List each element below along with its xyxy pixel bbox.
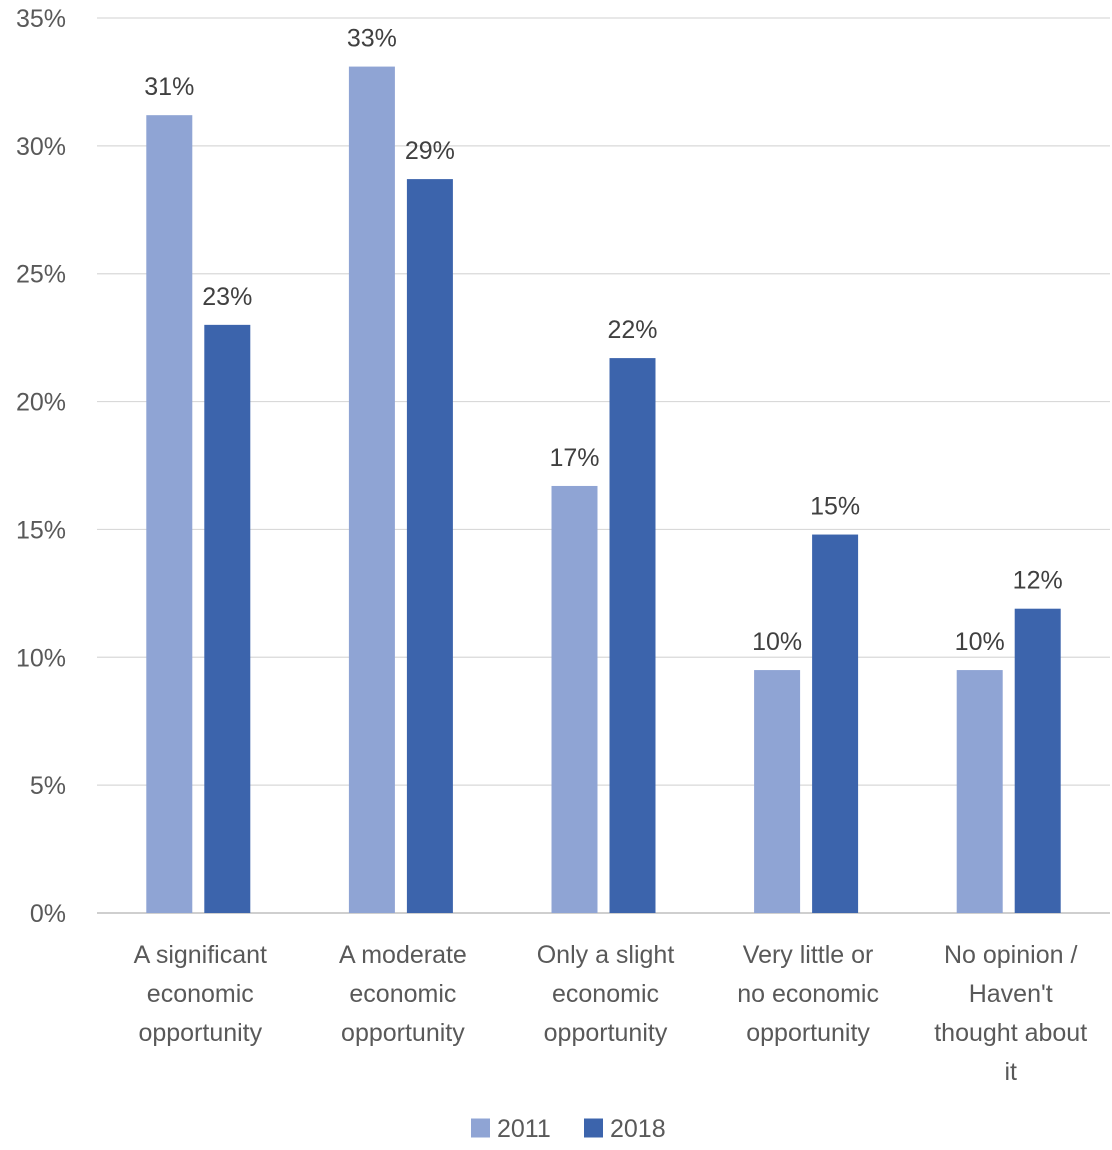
category-label-line: A moderate <box>339 941 467 969</box>
category-label-line: Only a slight <box>537 941 675 969</box>
y-tick-label: 15% <box>16 516 66 544</box>
data-label-2018-3: 22% <box>607 316 657 344</box>
legend: 2011 2018 <box>471 1115 666 1143</box>
bar-2011-1 <box>146 115 193 913</box>
legend-swatch-2011 <box>471 1118 490 1138</box>
y-tick-label: 20% <box>16 389 66 417</box>
bar-2018-2 <box>406 179 453 914</box>
bar-2018-4 <box>812 534 859 913</box>
bar-2011-5 <box>956 670 1003 913</box>
y-axis-tick-labels: 0% 5% 10% 15% 20% 25% 30% 35% <box>16 5 66 928</box>
category-label-line: economic <box>349 980 456 1008</box>
category-label-line: economic <box>552 980 659 1008</box>
category-label-line: No opinion / <box>944 941 1077 969</box>
category-label-line: opportunity <box>746 1019 870 1047</box>
category-label-line: Very little or <box>743 941 874 969</box>
data-label-2011-1: 31% <box>144 73 194 101</box>
category-label-line: it <box>1004 1058 1017 1086</box>
category-label-line: opportunity <box>341 1019 465 1047</box>
category-label-5: No opinion / Haven't thought about it <box>934 941 1087 1086</box>
bar-2018-1 <box>204 324 251 913</box>
category-label-4: Very little or no economic opportunity <box>737 941 879 1047</box>
category-label-line: thought about <box>934 1019 1087 1047</box>
data-label-2018-2: 29% <box>405 137 455 165</box>
legend-swatch-2018 <box>584 1118 603 1138</box>
category-label-line: no economic <box>737 980 879 1008</box>
bar-2011-3 <box>551 485 598 913</box>
y-tick-label: 10% <box>16 644 66 672</box>
y-tick-label: 35% <box>16 5 66 33</box>
data-labels: 31% 23% 33% 29% 17% 22% 10% 15% 10% 12% <box>144 25 1062 656</box>
legend-label-2018: 2018 <box>610 1115 666 1143</box>
y-tick-label: 30% <box>16 133 66 161</box>
data-label-2018-4: 15% <box>810 493 860 521</box>
bars <box>146 66 1061 914</box>
category-label-2: A moderate economic opportunity <box>339 941 467 1047</box>
category-label-line: economic <box>147 980 254 1008</box>
category-label-line: Haven't <box>969 980 1053 1008</box>
data-label-2011-2: 33% <box>347 25 397 53</box>
data-label-2018-1: 23% <box>202 283 252 311</box>
bar-2018-3 <box>609 358 656 914</box>
y-tick-label: 5% <box>30 772 66 800</box>
y-tick-label: 0% <box>30 900 66 928</box>
gridlines <box>97 17 1110 914</box>
category-label-line: opportunity <box>138 1019 262 1047</box>
data-label-2011-4: 10% <box>752 628 802 656</box>
category-label-3: Only a slight economic opportunity <box>537 941 675 1047</box>
data-label-2018-5: 12% <box>1013 567 1063 595</box>
category-label-line: A significant <box>134 941 267 969</box>
y-tick-label: 25% <box>16 261 66 289</box>
legend-label-2011: 2011 <box>497 1115 551 1143</box>
data-label-2011-3: 17% <box>549 444 599 472</box>
bar-2018-5 <box>1014 608 1061 913</box>
bar-2011-2 <box>348 66 395 914</box>
data-label-2011-5: 10% <box>955 628 1005 656</box>
bar-2011-4 <box>754 670 801 913</box>
category-label-1: A significant economic opportunity <box>134 941 267 1047</box>
category-label-line: opportunity <box>544 1019 668 1047</box>
